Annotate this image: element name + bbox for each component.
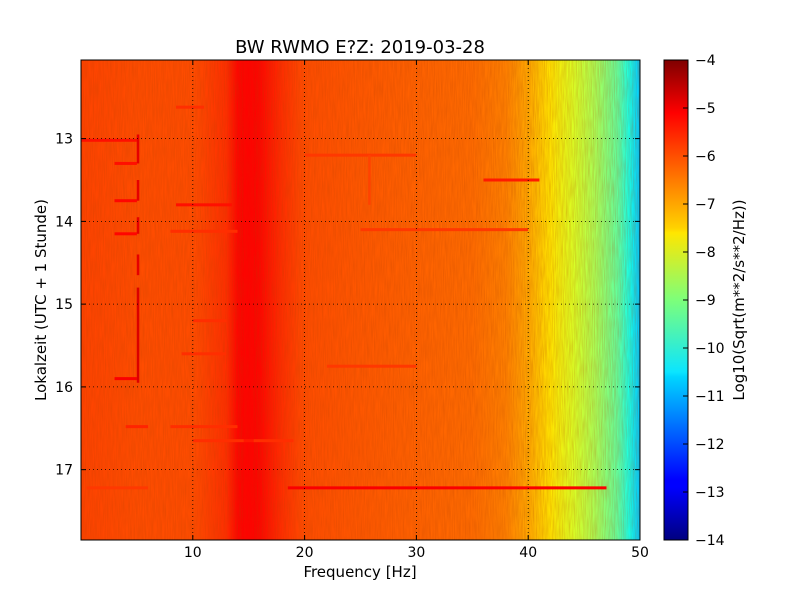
colorbar-tick-label: −5 — [695, 101, 716, 117]
event-mark-vertical — [136, 134, 140, 164]
event-mark-horizontal — [483, 178, 540, 182]
event-mark-horizontal — [181, 352, 227, 356]
grid-lines — [81, 60, 640, 540]
y-tick-label: 13 — [55, 132, 73, 148]
colorbar-tick-label: −6 — [695, 149, 716, 165]
event-mark-vertical — [136, 287, 140, 383]
event-mark-horizontal — [287, 486, 607, 490]
x-tick-label: 20 — [296, 545, 314, 561]
y-tick-label: 17 — [55, 463, 73, 479]
colorbar-label: Log10(Sqrt(m**2/s**2/Hz)) — [730, 199, 748, 400]
y-tick-label: 15 — [55, 297, 73, 313]
chart-title: BW RWMO E?Z: 2019-03-28 — [235, 37, 485, 58]
event-mark-horizontal — [176, 203, 232, 207]
event-mark-vertical — [136, 180, 140, 201]
event-mark-horizontal — [326, 364, 417, 368]
event-mark-vertical — [136, 254, 140, 276]
colorbar-tick-label: −9 — [695, 293, 716, 309]
x-tick-label: 10 — [184, 545, 202, 561]
colorbar-tick-label: −14 — [695, 533, 725, 549]
event-mark-horizontal — [86, 486, 149, 490]
colorbar-tick-label: −8 — [695, 245, 716, 261]
y-axis: 13 14 15 16 17 — [55, 132, 640, 479]
colorbar-tick-label: −7 — [695, 197, 716, 213]
event-mark-horizontal — [304, 153, 417, 157]
x-axis: 10 20 30 40 50 — [184, 60, 649, 561]
colorbar-tick-label: −12 — [695, 437, 725, 453]
x-tick-label: 50 — [631, 545, 649, 561]
x-tick-label: 40 — [519, 545, 537, 561]
colorbar-tick-label: −13 — [695, 485, 725, 501]
plot-frame — [80, 59, 641, 541]
y-axis-label: Lokalzeit (UTC + 1 Stunde) — [32, 199, 50, 401]
event-mark-horizontal — [192, 439, 294, 443]
event-mark-horizontal — [114, 161, 137, 165]
event-mark-horizontal — [192, 319, 227, 323]
event-mark-vertical — [136, 217, 140, 234]
colorbar-tick-label: −11 — [695, 389, 725, 405]
event-mark-horizontal — [114, 232, 137, 236]
event-mark-horizontal — [170, 229, 238, 233]
y-tick-label: 14 — [55, 214, 73, 230]
spectrogram-noise-texture — [81, 60, 640, 540]
event-mark-vertical — [243, 60, 254, 540]
x-axis-label: Frequency [Hz] — [303, 563, 416, 581]
event-mark-vertical — [368, 155, 371, 205]
colorbar-tick-label: −10 — [695, 341, 725, 357]
event-mark-horizontal — [114, 377, 137, 381]
colorbar-axis: −4 −5 −6 −7 −8 −9 −10 −11 −12 −13 −14 — [683, 53, 725, 549]
event-mark-horizontal — [114, 199, 137, 203]
event-marks — [81, 60, 607, 540]
event-mark-horizontal — [176, 105, 204, 109]
colorbar-tick-label: −4 — [695, 53, 716, 69]
plot-area — [81, 60, 640, 540]
event-mark-horizontal — [125, 425, 149, 429]
x-tick-label: 30 — [407, 545, 425, 561]
event-mark-horizontal — [360, 228, 529, 232]
event-mark-horizontal — [81, 138, 137, 142]
event-mark-horizontal — [170, 425, 238, 429]
y-tick-label: 16 — [55, 380, 73, 396]
